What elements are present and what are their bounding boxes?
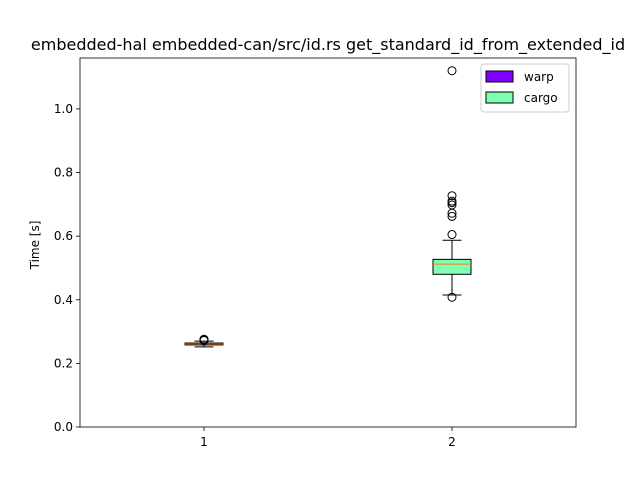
x-tick-label: 1: [200, 435, 208, 449]
y-tick-label: 0.4: [54, 293, 73, 307]
box-cargo-outlier: [447, 211, 457, 221]
x-tick-label: 2: [448, 435, 456, 449]
y-tick-label: 0.8: [54, 166, 73, 180]
box-warp-outlier: [199, 335, 209, 345]
box-cargo-outlier: [447, 292, 457, 302]
box-cargo-outlier: [447, 198, 457, 208]
box-cargo-outlier: [447, 230, 457, 240]
box-cargo-outlier: [447, 66, 457, 76]
box-cargo-outlier: [447, 191, 457, 201]
y-axis-label: Time [s]: [28, 221, 42, 271]
plot-area: 0.0 0.2 0.4 0.6 0.8 1.0 1 2: [54, 57, 577, 449]
legend-swatch-warp: [485, 70, 514, 83]
axes-frame: [79, 57, 577, 428]
legend-label-warp: warp: [524, 70, 554, 84]
y-tick-label: 0.6: [54, 229, 73, 243]
box-cargo-outlier: [447, 208, 457, 218]
legend: warp cargo: [480, 63, 570, 113]
chart-title: embedded-hal embedded-can/src/id.rs get_…: [31, 35, 625, 55]
y-tick-label: 0.2: [54, 356, 73, 370]
box-cargo-iqr: [432, 258, 472, 275]
legend-swatch-cargo: [485, 91, 514, 104]
legend-label-cargo: cargo: [524, 91, 558, 105]
y-tick-label: 1.0: [54, 102, 73, 116]
y-tick-label: 0.0: [54, 420, 73, 434]
